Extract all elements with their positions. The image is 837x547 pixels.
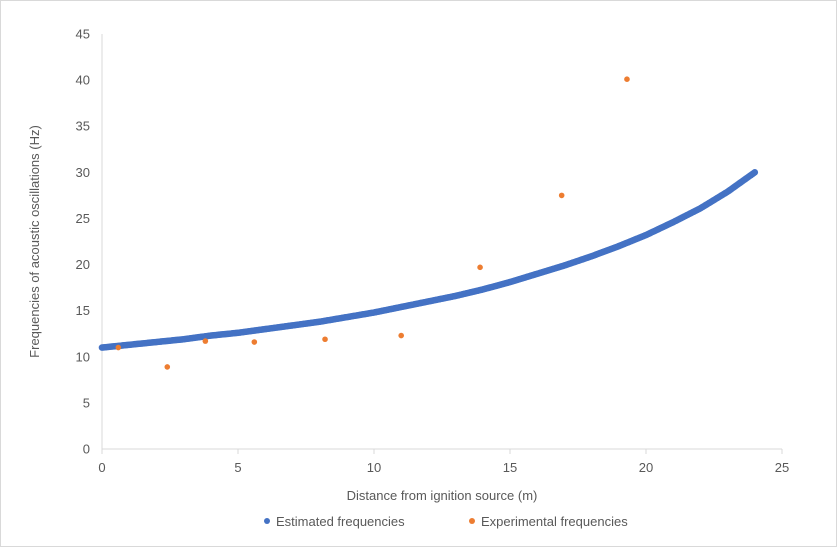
- x-tick-label: 25: [775, 460, 789, 475]
- x-tick-label: 5: [234, 460, 241, 475]
- x-tick-label: 10: [367, 460, 381, 475]
- experimental-point: [164, 364, 171, 370]
- y-tick-label: 30: [76, 165, 90, 180]
- legend: Estimated frequencies Experimental frequ…: [264, 514, 628, 529]
- y-tick-label: 40: [76, 73, 90, 88]
- x-tick-label: 0: [98, 460, 105, 475]
- experimental-point: [398, 332, 405, 339]
- legend-label-experimental: Experimental frequencies: [481, 514, 628, 529]
- y-tick-label: 20: [76, 257, 90, 272]
- experimental-point: [477, 264, 483, 271]
- experimental-point: [251, 339, 258, 345]
- y-tick-label: 10: [76, 349, 90, 364]
- experimental-point: [115, 344, 122, 351]
- experimental-point: [202, 338, 209, 344]
- series-experimental-frequencies: [115, 76, 630, 370]
- series-estimated-frequencies: [98, 169, 759, 351]
- y-axis-tick-labels: 0 5 10 15 20 25 30 35 40 45: [76, 27, 90, 457]
- experimental-point: [558, 192, 565, 199]
- y-tick-label: 35: [76, 119, 90, 134]
- experimental-point: [624, 76, 630, 82]
- legend-label-estimated: Estimated frequencies: [276, 514, 405, 529]
- x-axis-title: Distance from ignition source (m): [347, 488, 538, 503]
- y-tick-label: 5: [83, 395, 90, 410]
- legend-marker-experimental: [469, 518, 475, 524]
- y-axis-title: Frequencies of acoustic oscillations (Hz…: [27, 125, 42, 358]
- axes: [101, 34, 783, 454]
- y-tick-label: 25: [76, 211, 90, 226]
- experimental-point: [322, 336, 328, 343]
- y-tick-label: 0: [83, 442, 90, 457]
- x-axis-tick-labels: 0 5 10 15 20 25: [98, 460, 789, 475]
- y-tick-label: 15: [76, 303, 90, 318]
- x-tick-label: 15: [503, 460, 517, 475]
- estimated-point: [751, 169, 759, 176]
- x-tick-label: 20: [639, 460, 653, 475]
- legend-marker-estimated: [264, 518, 270, 524]
- y-tick-label: 45: [76, 27, 90, 42]
